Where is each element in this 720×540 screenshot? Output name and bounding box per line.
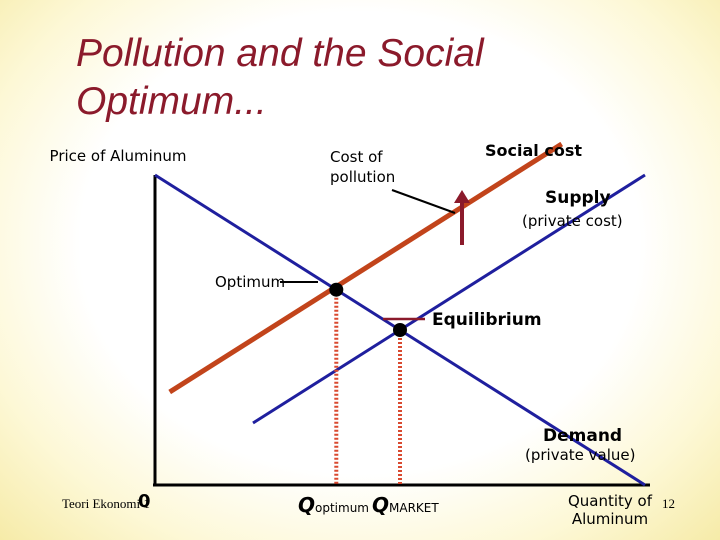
x-axis-label: Quantity of Aluminum [567, 492, 653, 528]
cost-of-pollution-arrowhead [454, 190, 470, 203]
supply-sublabel: (private cost) [522, 212, 623, 230]
cost-of-pollution-leader [391, 189, 456, 214]
equilibrium-label: Equilibrium [432, 310, 542, 330]
demand-sublabel: (private value) [525, 446, 636, 464]
social-cost-curve [168, 141, 564, 395]
q-optimum-symbol: Q [298, 493, 316, 517]
equilibrium-point [393, 323, 407, 337]
social-cost-label: Social cost [485, 141, 582, 160]
slide-title: Pollution and the Social Optimum... [76, 32, 484, 123]
q-market-subscript: MARKET [389, 501, 439, 515]
supply-curve [252, 173, 646, 425]
origin-label: 0 [138, 491, 151, 512]
cost-of-pollution-label: Cost of pollution [330, 148, 396, 186]
optimum-label: Optimum [215, 273, 286, 291]
q-market-label: QMARKET [372, 493, 439, 517]
q-market-symbol: Q [372, 493, 390, 517]
y-axis-label: Price of Aluminum [49, 147, 187, 165]
optimum-point [329, 282, 344, 297]
demand-label: Demand [543, 426, 623, 446]
supply-label: Supply [545, 188, 611, 208]
q-optimum-subscript: optimum [315, 501, 369, 515]
q-optimum-label: Qoptimum [298, 493, 369, 517]
footer-page-number: 12 [662, 496, 675, 511]
footer-source: Teori Ekonomi 1 [62, 496, 150, 511]
